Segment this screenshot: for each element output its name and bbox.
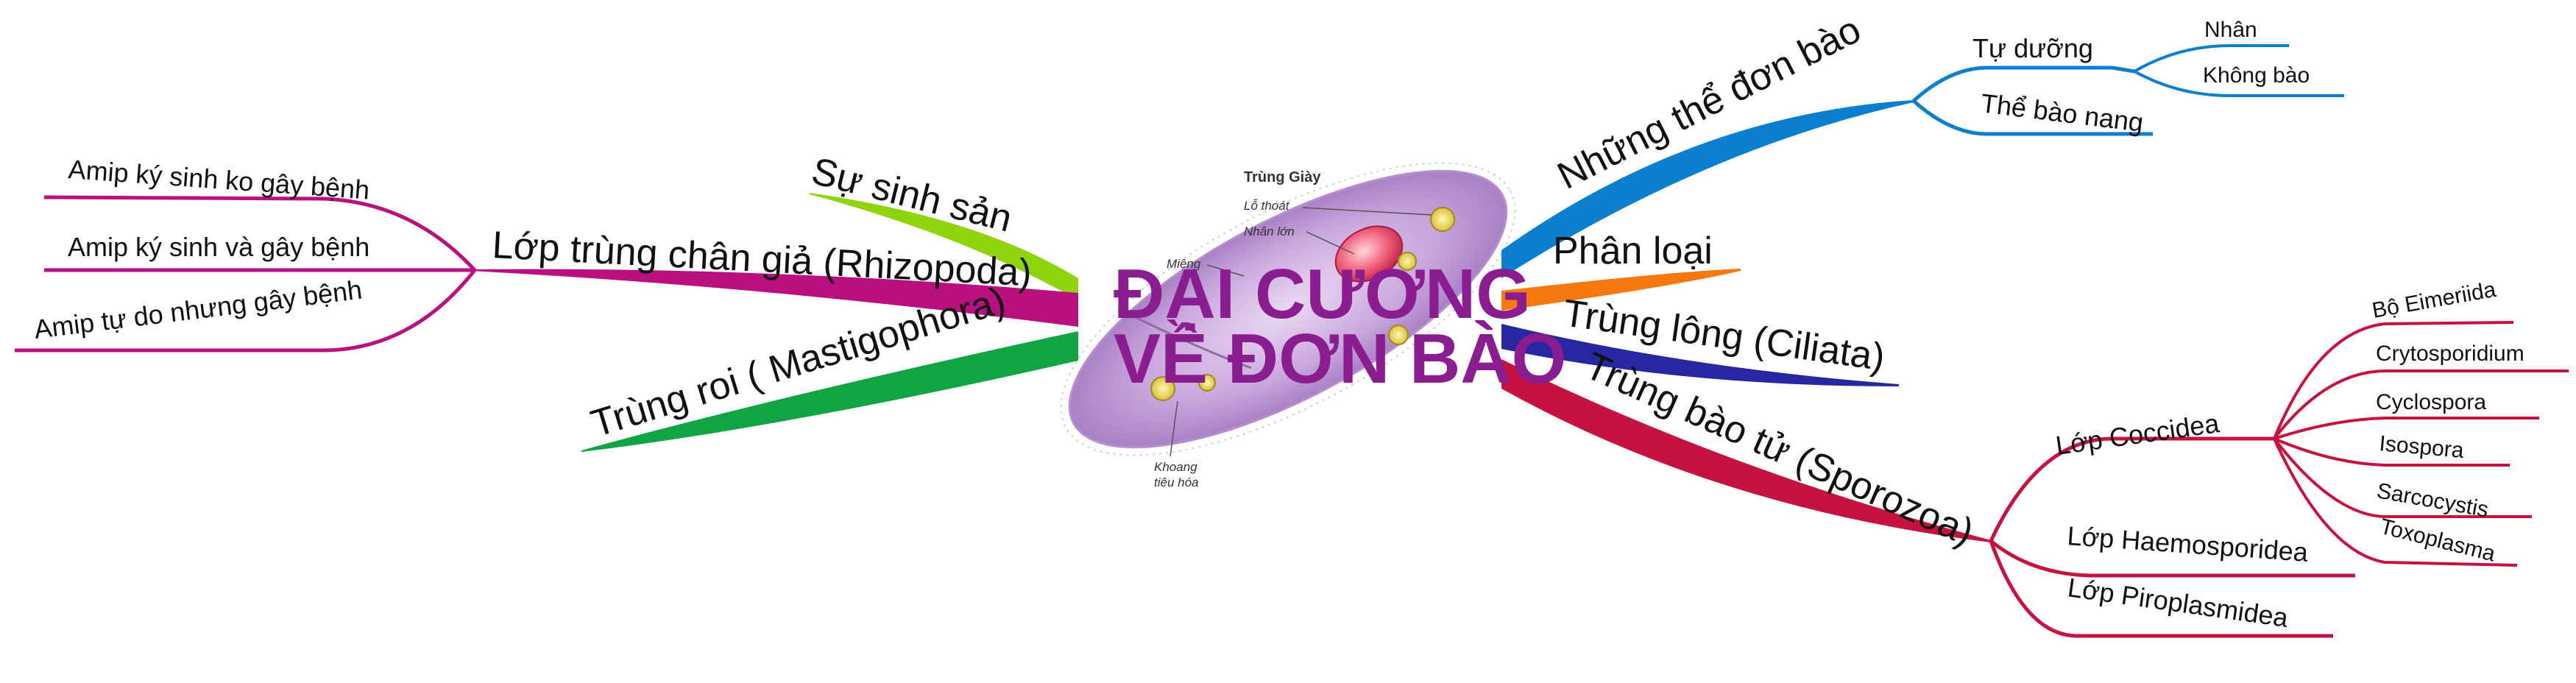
branch-amip-tu-do bbox=[15, 269, 476, 353]
label-the-bao-nang: Thể bào nang bbox=[1979, 88, 2145, 138]
food-vacuole-2 bbox=[1150, 376, 1175, 401]
label-lop-piroplasmidea: Lớp Piroplasmidea bbox=[2066, 572, 2291, 633]
food-vacuole-4 bbox=[1388, 325, 1409, 345]
branch-isospora bbox=[2274, 437, 2510, 467]
label-toxoplasma: Toxoplasma bbox=[2377, 514, 2498, 567]
leader-nhan-lon bbox=[1306, 231, 1355, 255]
branch-bo-eimeriida bbox=[2273, 321, 2514, 439]
leader-lo-thoat bbox=[1302, 207, 1432, 216]
branch-lop-haemosporidea bbox=[1989, 539, 2355, 578]
label-khoang: Khoang bbox=[1154, 460, 1197, 474]
leader-khoang bbox=[1170, 400, 1178, 457]
label-amip-va-gay-benh: Amip ký sinh và gây bệnh bbox=[68, 232, 369, 262]
label-phan-loai: Phân loại bbox=[1553, 230, 1713, 272]
branch-trung-roi bbox=[581, 331, 1078, 452]
central-title-line-1: ĐẠI CƯƠNG bbox=[1114, 255, 1531, 333]
paramecium-illustration: Trùng Giày Lỗ thoát Nhân lớn Miệng Khoan… bbox=[1060, 160, 1516, 489]
food-vacuole-3 bbox=[1198, 374, 1216, 392]
label-cyclospora: Cyclospora bbox=[2376, 390, 2486, 414]
branch-crytosporidium bbox=[2273, 369, 2569, 440]
label-isospora: Isospora bbox=[2378, 431, 2465, 463]
label-bo-eimeriida: Bộ Eimeriida bbox=[2370, 277, 2498, 323]
label-lop-coccidea: Lớp Coccidea bbox=[2053, 408, 2221, 461]
label-khong-bao: Không bào bbox=[2203, 63, 2310, 88]
branch-toxoplasma bbox=[2273, 438, 2518, 567]
label-mieng: Miệng bbox=[1167, 257, 1201, 271]
food-vacuole-1 bbox=[1398, 252, 1417, 271]
branch-nhan bbox=[2133, 44, 2289, 73]
branch-lop-coccidea bbox=[1989, 436, 2274, 542]
branch-lop-piroplasmidea bbox=[1989, 540, 2333, 638]
branch-khong-bao bbox=[2134, 70, 2344, 97]
branch-sarcocystis bbox=[2273, 437, 2532, 518]
branch-lop-trung-chan-gia bbox=[471, 269, 1078, 327]
branch-cyclospora bbox=[2274, 417, 2539, 440]
branch-amip-ko-gay-benh bbox=[43, 195, 476, 272]
label-crytosporidium: Crytosporidium bbox=[2376, 342, 2524, 366]
label-amip-tu-do: Amip tự do nhưng gây bệnh bbox=[32, 275, 364, 344]
branch-the-bao-nang bbox=[1912, 99, 2153, 136]
contractile-vacuole-top bbox=[1430, 207, 1455, 232]
label-nhan-lon: Nhân lớn bbox=[1244, 224, 1295, 238]
central-title-line-2: VỀ ĐƠN BÀO bbox=[1114, 319, 1566, 398]
macronucleus bbox=[1334, 225, 1404, 283]
branch-trung-long bbox=[1501, 324, 1899, 386]
label-tu-duong: Tự dưỡng bbox=[1972, 33, 2093, 63]
label-lo-thoat: Lỗ thoát bbox=[1244, 199, 1290, 213]
label-su-sinh-san: Sự sinh sản bbox=[807, 149, 1016, 240]
label-nhung-the-don-bao: Những thể đơn bào bbox=[1551, 8, 1867, 198]
branch-tu-duong bbox=[1912, 66, 2112, 102]
label-lop-haemosporidea: Lớp Haemosporidea bbox=[2066, 520, 2310, 567]
leader-mieng bbox=[1206, 264, 1245, 277]
label-tieu-hoa: tiêu hóa bbox=[1154, 475, 1199, 489]
illustration-title: Trùng Giày bbox=[1244, 169, 1321, 185]
label-nhan: Nhân bbox=[2204, 18, 2257, 42]
branch-phan-loai bbox=[1501, 269, 1741, 311]
branch-tu-duong-connector bbox=[2112, 66, 2135, 74]
oral-groove bbox=[1118, 308, 1252, 369]
